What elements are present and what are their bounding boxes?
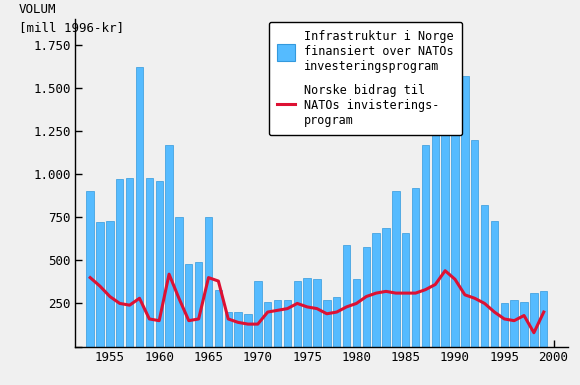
Bar bbox=[303, 278, 311, 346]
Bar bbox=[313, 280, 321, 346]
Text: VOLUM: VOLUM bbox=[19, 3, 56, 16]
Bar bbox=[461, 76, 469, 346]
Bar bbox=[343, 245, 350, 346]
Bar bbox=[432, 102, 439, 346]
Bar bbox=[402, 233, 409, 346]
Bar bbox=[333, 296, 340, 346]
Bar bbox=[392, 191, 400, 346]
Bar bbox=[530, 293, 538, 346]
Bar bbox=[382, 228, 390, 346]
Bar bbox=[451, 88, 459, 347]
Bar bbox=[106, 221, 114, 346]
Legend: Infrastruktur i Norge
finansiert over NATOs
investeringsprogram, Norske bidrag t: Infrastruktur i Norge finansiert over NA… bbox=[269, 22, 462, 135]
Text: [mill 1996-kr]: [mill 1996-kr] bbox=[19, 21, 124, 34]
Bar bbox=[491, 221, 498, 346]
Bar bbox=[136, 67, 143, 347]
Bar bbox=[254, 281, 262, 346]
Bar bbox=[155, 181, 163, 346]
Bar bbox=[372, 233, 380, 346]
Bar bbox=[274, 300, 281, 346]
Bar bbox=[116, 179, 124, 346]
Bar bbox=[224, 312, 232, 346]
Bar bbox=[353, 280, 360, 346]
Bar bbox=[323, 300, 331, 346]
Bar bbox=[244, 314, 252, 346]
Bar bbox=[441, 100, 449, 346]
Bar bbox=[146, 178, 153, 346]
Bar bbox=[520, 302, 528, 346]
Bar bbox=[165, 145, 173, 346]
Bar bbox=[195, 262, 202, 346]
Bar bbox=[185, 264, 193, 346]
Bar bbox=[481, 205, 488, 346]
Bar bbox=[501, 303, 508, 346]
Bar bbox=[264, 302, 271, 346]
Bar bbox=[126, 178, 133, 346]
Bar bbox=[510, 300, 518, 346]
Bar bbox=[234, 312, 242, 346]
Bar bbox=[362, 247, 370, 346]
Bar bbox=[540, 291, 548, 346]
Bar bbox=[215, 290, 222, 346]
Bar bbox=[175, 217, 183, 346]
Bar bbox=[293, 281, 301, 346]
Bar bbox=[284, 300, 291, 346]
Bar bbox=[412, 188, 419, 346]
Bar bbox=[86, 191, 94, 346]
Bar bbox=[422, 145, 429, 346]
Bar bbox=[471, 140, 478, 346]
Bar bbox=[96, 223, 104, 346]
Bar bbox=[205, 217, 212, 346]
